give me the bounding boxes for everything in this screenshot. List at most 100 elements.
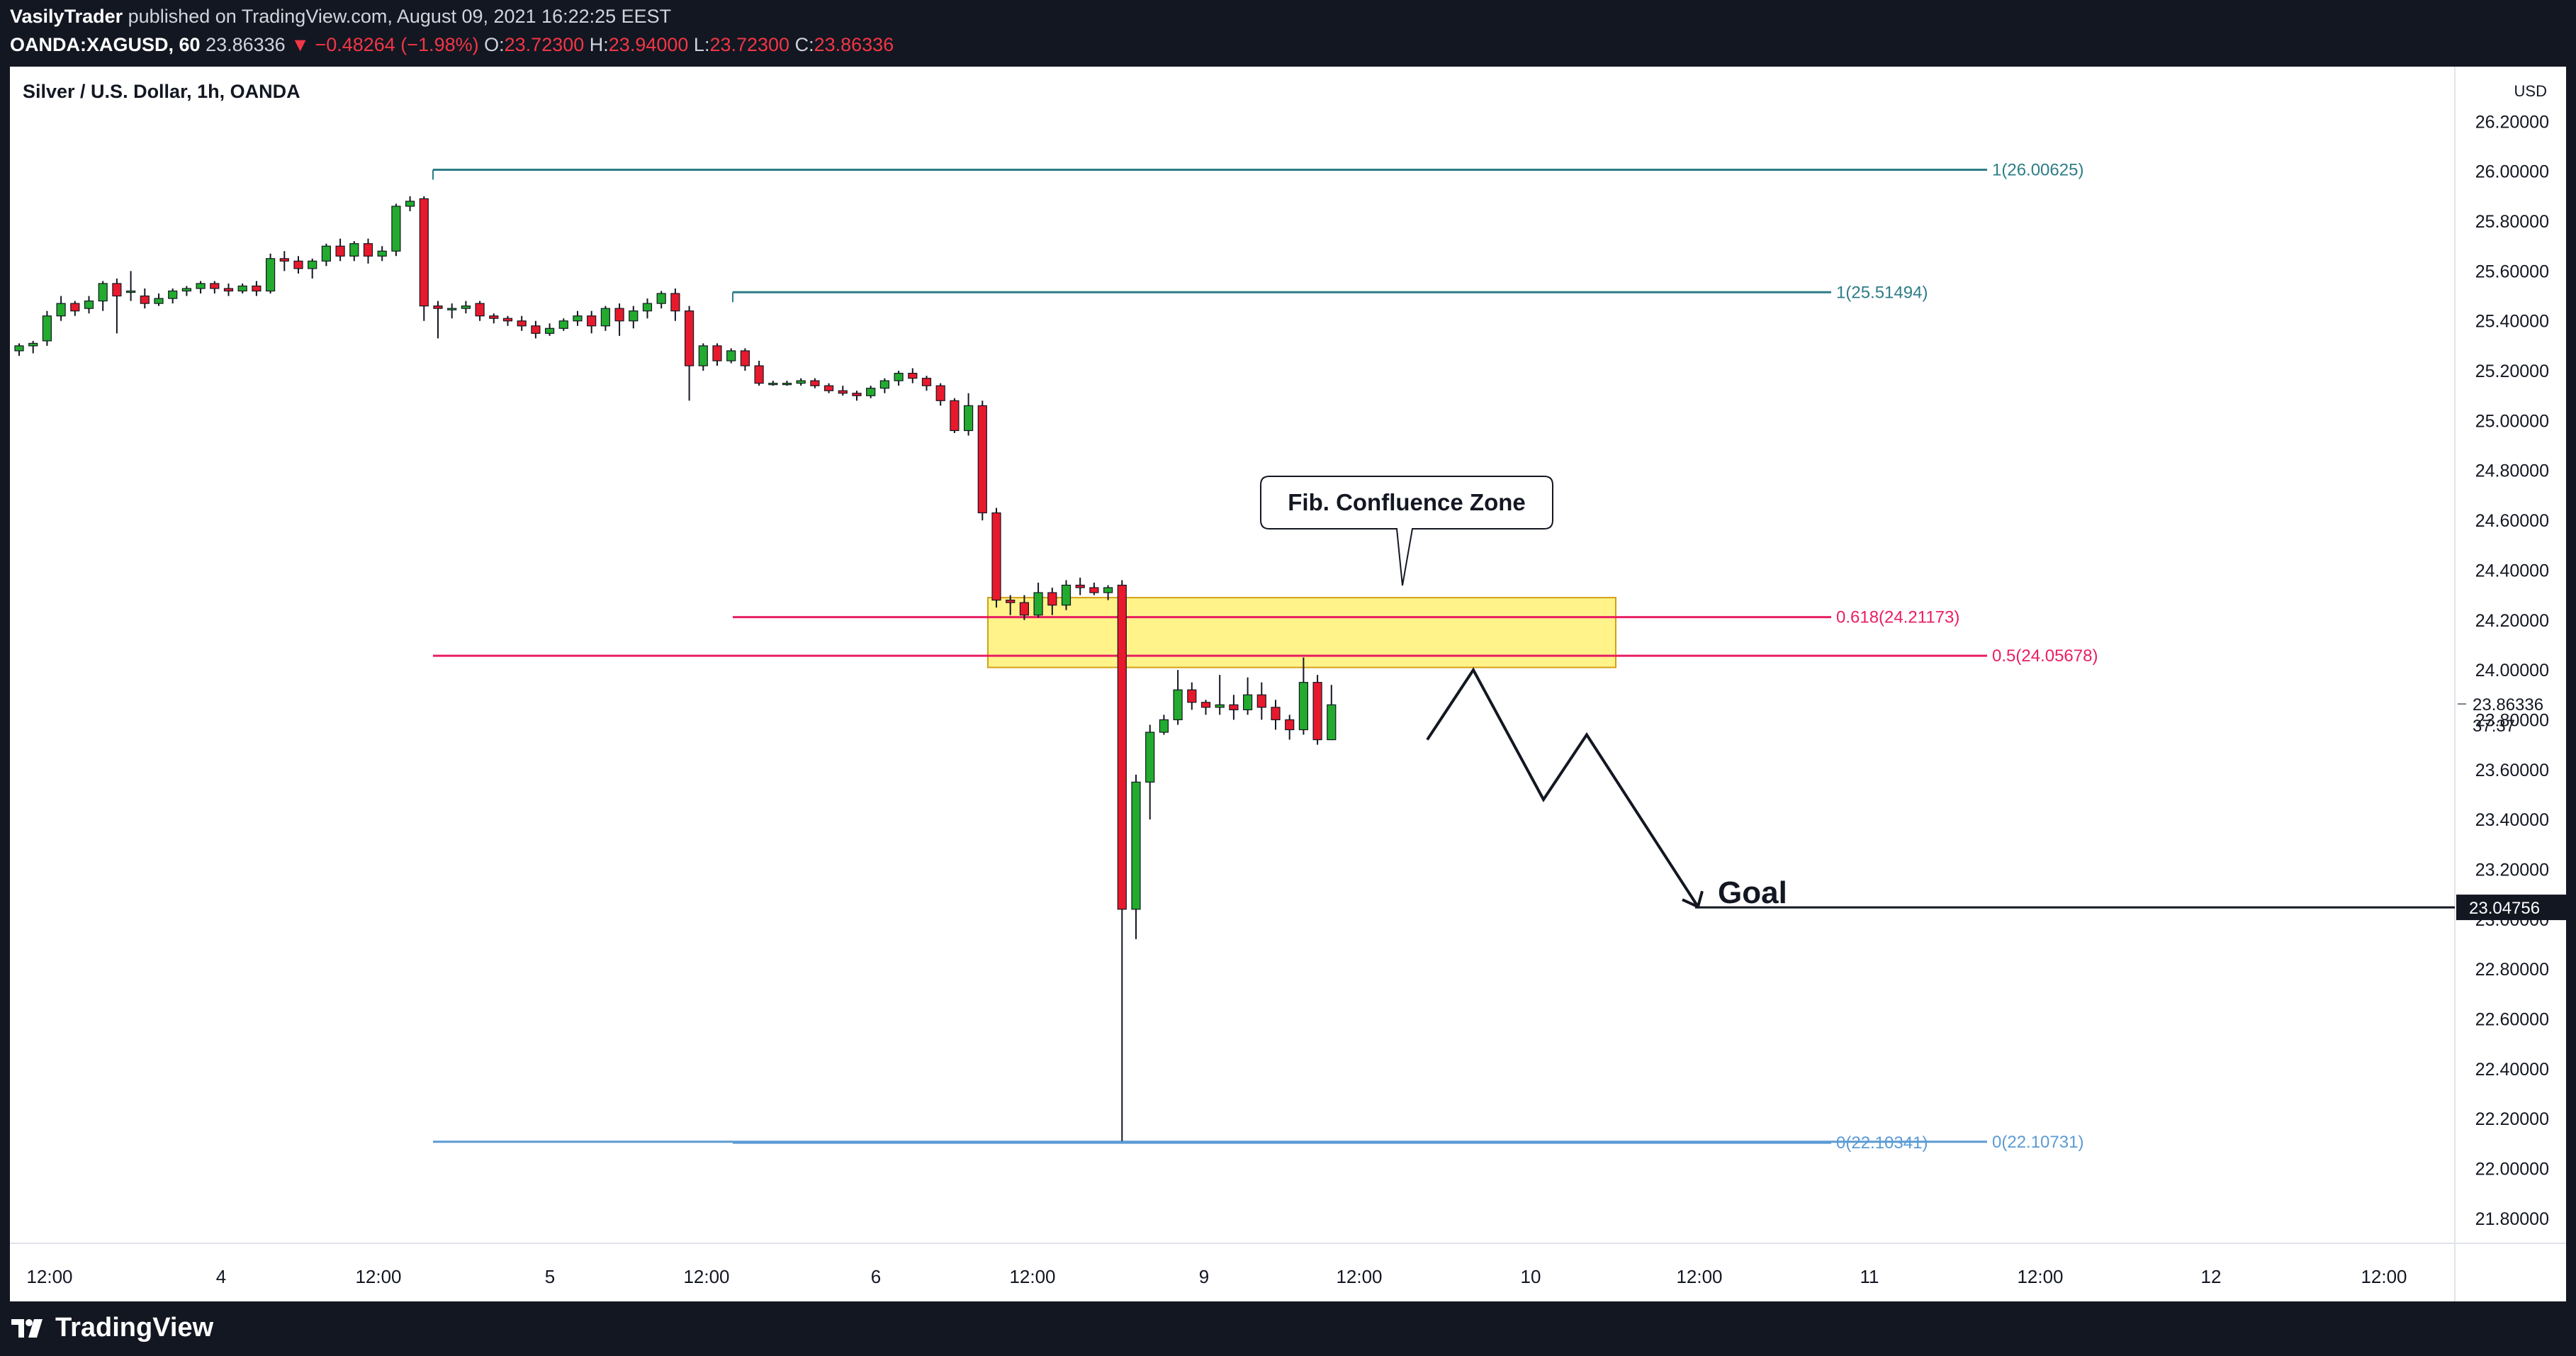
candle-body	[14, 345, 24, 352]
candle-body	[796, 380, 806, 384]
high-value: 23.94000	[608, 34, 689, 55]
last-price: 23.86336	[206, 34, 286, 55]
candle-body	[1033, 592, 1043, 616]
time-axis-tick-label: 12:00	[2017, 1266, 2063, 1287]
candle-body	[600, 308, 611, 327]
price-axis-tick-label: 22.20000	[2475, 1109, 2549, 1129]
time-axis-tick-label: 5	[545, 1266, 555, 1287]
candle-body	[461, 306, 471, 309]
price-axis-tick-label: 23.60000	[2475, 761, 2549, 780]
tradingview-brand: TradingView	[55, 1313, 214, 1343]
candle-body	[293, 260, 303, 269]
candle-body	[921, 378, 932, 386]
candle-body	[1075, 584, 1085, 588]
candle-body	[573, 315, 583, 322]
candle-body	[1256, 694, 1266, 708]
symbol-label[interactable]: OANDA:XAGUSD, 60	[10, 34, 201, 55]
time-axis-tick-label: 12	[2201, 1266, 2222, 1287]
candle-body	[1242, 694, 1253, 710]
price-axis-tick-label: 23.80000	[2475, 710, 2549, 730]
candle-body	[698, 345, 708, 366]
candle-body	[629, 310, 639, 322]
price-axis-tick-label: 22.80000	[2475, 960, 2549, 980]
candle-body	[587, 315, 597, 327]
time-axis-tick-label: 12:00	[26, 1266, 72, 1287]
candle-body	[1312, 682, 1322, 741]
price-chart[interactable]: 1(26.00625) 1(25.51494) 0.618(24.21173) 0.5…	[10, 67, 2566, 1301]
fib-level-label: 0.618(24.21173)	[1836, 608, 1959, 627]
chart-area[interactable]: 1(26.00625) 1(25.51494) 0.618(24.21173) 0.5…	[10, 67, 2566, 1301]
candle-body	[1145, 732, 1155, 783]
ohlc-line: OANDA:XAGUSD, 60 23.86336 ▼ −0.48264 (−1…	[10, 34, 894, 56]
candle-body	[754, 365, 764, 384]
candle-body	[181, 288, 191, 292]
candle-body	[56, 303, 66, 317]
goal-price-badge	[2456, 895, 2566, 921]
candle-body	[1061, 584, 1072, 606]
time-axis-tick-label: 6	[871, 1266, 881, 1287]
candle-body	[1047, 592, 1057, 606]
candle-body	[823, 385, 834, 391]
candle-body	[28, 342, 38, 347]
high-label: H:	[589, 34, 609, 55]
candle-body	[363, 243, 373, 257]
candle-body	[252, 285, 261, 292]
candle-body	[1271, 707, 1281, 721]
candle-body	[84, 300, 94, 309]
candle-body	[126, 290, 136, 293]
chart-legend-title: Silver / U.S. Dollar, 1h, OANDA	[23, 81, 300, 102]
candle-body	[154, 298, 164, 304]
price-axis-tick-label: 21.80000	[2475, 1209, 2549, 1229]
candle-body	[42, 315, 52, 342]
price-axis-tick-label: 24.40000	[2475, 561, 2549, 581]
candle-body	[335, 245, 345, 257]
publisher-line: VasilyTrader published on TradingView.co…	[10, 6, 671, 28]
candle-body	[349, 243, 359, 257]
candle-body	[656, 293, 666, 304]
fib-level-label: 1(25.51494)	[1836, 283, 1928, 302]
candle-body	[517, 320, 527, 327]
candle-body	[712, 345, 722, 362]
published-text: published on TradingView.com, August 09,…	[128, 6, 672, 27]
time-axis-tick-label: 9	[1199, 1266, 1209, 1287]
low-label: L:	[693, 34, 710, 55]
currency-label: USD	[2514, 82, 2547, 100]
close-label: C:	[794, 34, 814, 55]
candle-body	[544, 327, 555, 334]
candle-body	[740, 350, 750, 366]
candle-body	[210, 283, 220, 289]
tradingview-logo[interactable]: TradingView	[10, 1313, 213, 1343]
candle-body	[475, 303, 485, 317]
publisher-name[interactable]: VasilyTrader	[10, 6, 123, 27]
fib-level-label: 0(22.10731)	[1992, 1133, 2083, 1152]
price-change: ▼ −0.48264 (−1.98%)	[291, 34, 479, 55]
price-axis-tick-label: 26.20000	[2475, 112, 2549, 132]
price-axis-tick-label: 23.20000	[2475, 860, 2549, 880]
candle-body	[991, 512, 1001, 601]
time-axis-tick-label: 12:00	[1676, 1266, 1722, 1287]
candle-body	[1285, 719, 1295, 731]
time-axis-tick-label: 12:00	[1009, 1266, 1055, 1287]
candle-body	[768, 383, 778, 386]
candle-body	[782, 383, 792, 386]
candle-body	[140, 295, 150, 304]
price-axis-tick-label: 25.20000	[2475, 362, 2549, 381]
price-axis-tick-label: 23.40000	[2475, 810, 2549, 830]
candle-body	[237, 285, 247, 292]
candle-body	[266, 258, 276, 292]
low-value: 23.72300	[709, 34, 790, 55]
fib-level-label: 0.5(24.05678)	[1992, 646, 2098, 666]
candle-body	[684, 310, 694, 366]
candle-body	[279, 258, 289, 262]
candle-body	[810, 380, 820, 386]
candle-body	[1089, 587, 1099, 593]
candle-body	[1006, 600, 1016, 603]
candle-body	[502, 318, 513, 322]
candle-body	[838, 390, 848, 394]
candle-body	[1019, 602, 1030, 616]
open-value: 23.72300	[504, 34, 585, 55]
candle-body	[70, 303, 80, 312]
candle-body	[531, 325, 541, 334]
candle-body	[1173, 689, 1183, 721]
price-axis-tick-label: 22.60000	[2475, 1009, 2549, 1029]
